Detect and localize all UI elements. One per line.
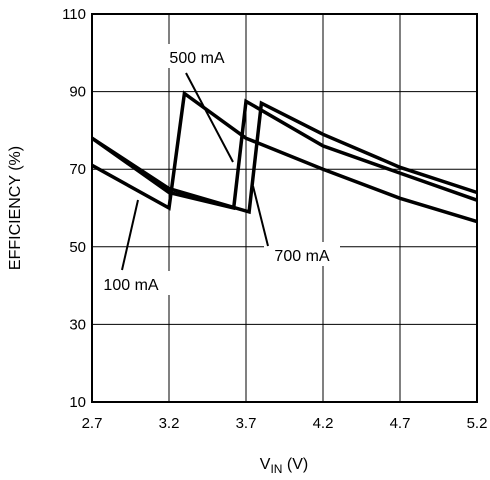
- x-tick-label: 4.7: [390, 415, 411, 432]
- annotation-100ma: 100 mA: [103, 277, 158, 294]
- y-tick-label: 10: [69, 394, 86, 411]
- annotation-500ma: 500 mA: [169, 50, 224, 67]
- arrow-100ma: [121, 199, 139, 271]
- y-tick-label: 110: [62, 6, 86, 23]
- arrow-700ma: [252, 185, 269, 247]
- x-tick-label: 3.2: [159, 415, 180, 432]
- tick-labels: 2.7 3.2 3.7 4.2 4.7 5.2 10 30 50 70 90 110: [62, 6, 487, 432]
- y-tick-label: 90: [69, 84, 86, 101]
- arrow-500ma: [185, 72, 234, 163]
- y-axis-label: EFFICIENCY (%): [7, 146, 24, 270]
- series-line-500-ma: [90, 98, 478, 211]
- x-axis-label: VIN (V): [260, 456, 308, 476]
- x-axis-label-main: V: [260, 456, 271, 473]
- annotation-500ma-bg: [160, 44, 234, 68]
- x-tick-label: 2.7: [82, 415, 103, 432]
- grid-layer: [91, 13, 478, 403]
- x-tick-label: 5.2: [467, 415, 488, 432]
- series-line-100-ma: [91, 90, 478, 224]
- y-tick-label: 70: [69, 161, 86, 178]
- series-line-700-ma: [91, 100, 478, 215]
- annotation-700ma-bg: [264, 242, 340, 266]
- x-tick-label: 4.2: [313, 415, 334, 432]
- y-tick-label: 30: [69, 316, 86, 333]
- annotation-layer: 500 mA 100 mA 700 mA: [94, 44, 340, 295]
- series-layer: [90, 90, 478, 224]
- x-tick-label: 3.7: [236, 415, 257, 432]
- x-axis-label-unit: (V): [282, 456, 308, 473]
- x-axis-label-subscript: IN: [270, 462, 282, 476]
- annotation-100ma-bg: [94, 271, 170, 295]
- annotation-700ma: 700 mA: [274, 248, 329, 265]
- y-tick-label: 50: [69, 239, 86, 256]
- plot-frame: [91, 13, 478, 403]
